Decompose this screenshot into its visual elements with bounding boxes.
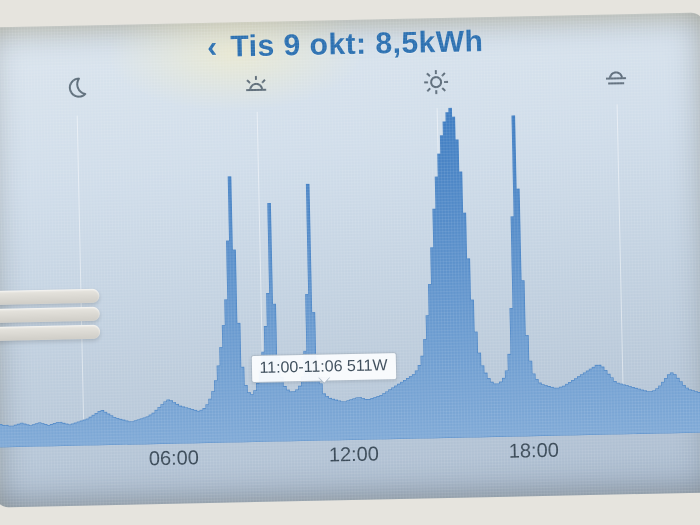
- sunset-icon: [602, 64, 631, 96]
- device-bezel: ‹ Tis 9 okt: 8,5kWh 11:00-11:06 511W 06:…: [0, 0, 700, 525]
- x-tick-label: 06:00: [149, 447, 200, 471]
- energy-chart[interactable]: 11:00-11:06 511W: [0, 102, 700, 447]
- tooltip-text: 11:00-11:06 511W: [259, 357, 387, 377]
- energy-chart-svg: [0, 102, 700, 447]
- device-cable: [0, 289, 101, 371]
- screen: ‹ Tis 9 okt: 8,5kWh 11:00-11:06 511W 06:…: [0, 13, 700, 508]
- sun-icon: [422, 68, 451, 104]
- datapoint-tooltip: 11:00-11:06 511W: [250, 352, 397, 383]
- header: ‹ Tis 9 okt: 8,5kWh: [0, 21, 700, 70]
- back-chevron-icon[interactable]: ‹: [207, 31, 218, 65]
- page-title: Tis 9 okt: 8,5kWh: [230, 25, 484, 63]
- x-tick-label: 12:00: [329, 443, 380, 467]
- x-tick-label: 18:00: [509, 440, 560, 464]
- moon-icon: [64, 75, 89, 106]
- sunrise-icon: [242, 72, 271, 104]
